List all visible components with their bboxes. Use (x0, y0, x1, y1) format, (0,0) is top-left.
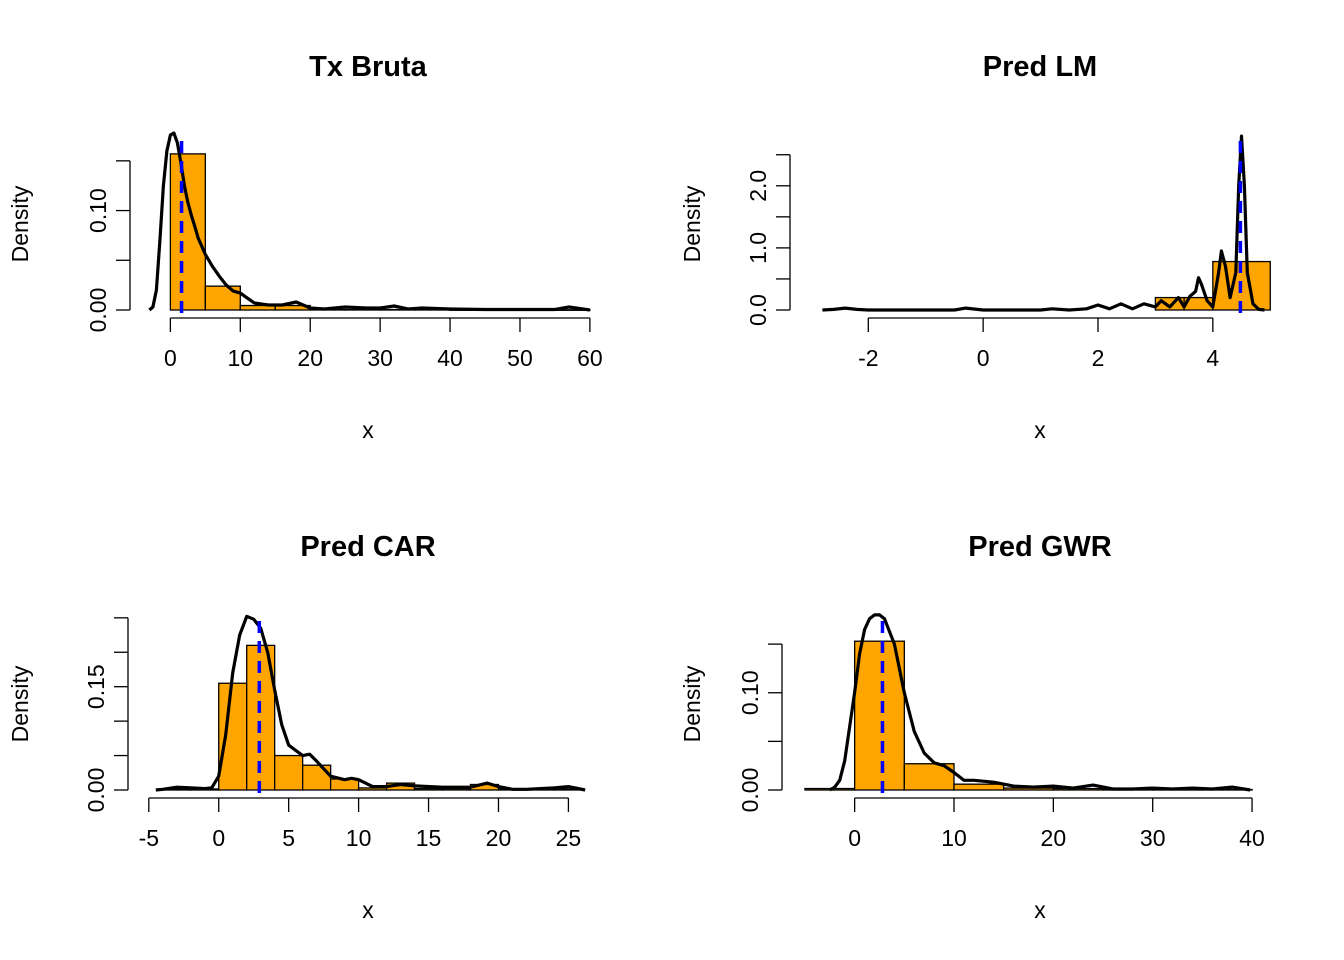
histogram-bar (953, 783, 1005, 791)
histogram-bar (204, 285, 241, 311)
y-axis: 0.00 0.15 (83, 617, 129, 813)
chart-title: Pred LM (983, 51, 1097, 83)
y-axis: 0.00 0.10 (737, 643, 783, 813)
panel-pred-car: Pred CAR 0.00 0.15 -5 0 5 10 15 20 25 x Density (7, 531, 586, 923)
x-tick-label: 30 (1140, 825, 1166, 851)
histogram-bar (357, 787, 388, 791)
chart-title: Pred CAR (300, 531, 435, 563)
density-curve (148, 131, 591, 312)
x-axis: -5 0 5 10 15 20 25 (139, 797, 582, 851)
histogram-bar (441, 787, 472, 791)
y-tick-label: 0.10 (737, 670, 763, 715)
y-axis: 0.00 0.10 (85, 160, 131, 333)
histogram-bar (302, 764, 332, 791)
x-tick-label: 2 (1092, 345, 1105, 371)
histogram-bars (162, 644, 584, 791)
histogram-bar (274, 754, 304, 791)
x-tick-label: 25 (556, 825, 582, 851)
y-tick-label: 0.15 (83, 664, 109, 709)
histogram-bar (853, 640, 905, 791)
y-tick-label: 1.0 (745, 232, 771, 264)
histogram-bar (413, 787, 444, 791)
panel-pred-lm: Pred LM 0.0 1.0 2.0 -2 0 2 4 x Density (679, 51, 1271, 443)
x-tick-label: 10 (941, 825, 967, 851)
y-axis-label: Density (7, 185, 33, 262)
density-curve-group (822, 134, 1265, 312)
density-curve (822, 134, 1265, 312)
y-tick-label: 0.00 (85, 288, 111, 333)
x-axis: 0 10 20 30 40 50 60 (164, 317, 603, 371)
density-curve-group (148, 131, 591, 312)
density-curve (155, 614, 586, 792)
chart-title: Pred GWR (968, 531, 1111, 563)
x-tick-label: 50 (507, 345, 533, 371)
y-tick-label: 0.00 (737, 768, 763, 813)
y-axis-label: Density (679, 185, 705, 262)
panel-tx-bruta: Tx Bruta 0.00 0.10 0 10 20 30 40 50 60 x Densit… (7, 51, 603, 443)
x-axis-label: x (1034, 897, 1046, 923)
y-axis-label: Density (7, 665, 33, 742)
histogram-bars (169, 153, 591, 311)
y-axis: 0.0 1.0 2.0 (745, 154, 791, 326)
x-tick-label: -5 (139, 825, 159, 851)
y-tick-label: 0.00 (83, 768, 109, 813)
density-curve-group (155, 614, 586, 792)
x-axis: 0 10 20 30 40 (848, 797, 1265, 851)
histogram-bar (218, 682, 248, 791)
panel-pred-gwr: Pred GWR 0.00 0.10 0 10 20 30 40 x Density (679, 531, 1265, 923)
histogram-bars (804, 640, 1253, 791)
x-tick-label: 20 (297, 345, 323, 371)
density-curve (828, 613, 1251, 792)
x-tick-label: 0 (212, 825, 225, 851)
y-axis-label: Density (679, 665, 705, 742)
x-tick-label: 60 (577, 345, 603, 371)
x-tick-label: 10 (346, 825, 372, 851)
x-tick-label: 40 (437, 345, 463, 371)
x-tick-label: 4 (1206, 345, 1219, 371)
density-curve-group (828, 613, 1251, 792)
x-tick-label: -2 (858, 345, 878, 371)
y-tick-label: 0.10 (85, 188, 111, 233)
x-tick-label: 20 (1041, 825, 1067, 851)
x-tick-label: 0 (848, 825, 861, 851)
x-tick-label: 30 (367, 345, 393, 371)
x-tick-label: 0 (164, 345, 177, 371)
x-axis-label: x (362, 417, 374, 443)
chart-title: Tx Bruta (309, 51, 428, 83)
x-tick-label: 5 (282, 825, 295, 851)
x-tick-label: 20 (486, 825, 512, 851)
y-tick-label: 0.0 (745, 294, 771, 326)
x-axis-label: x (1034, 417, 1046, 443)
x-tick-label: 0 (977, 345, 990, 371)
x-axis-label: x (362, 897, 374, 923)
histogram-bar (169, 153, 206, 311)
x-axis: -2 0 2 4 (858, 317, 1219, 371)
x-tick-label: 10 (227, 345, 253, 371)
x-tick-label: 40 (1239, 825, 1265, 851)
y-tick-label: 2.0 (745, 170, 771, 202)
x-tick-label: 15 (416, 825, 442, 851)
